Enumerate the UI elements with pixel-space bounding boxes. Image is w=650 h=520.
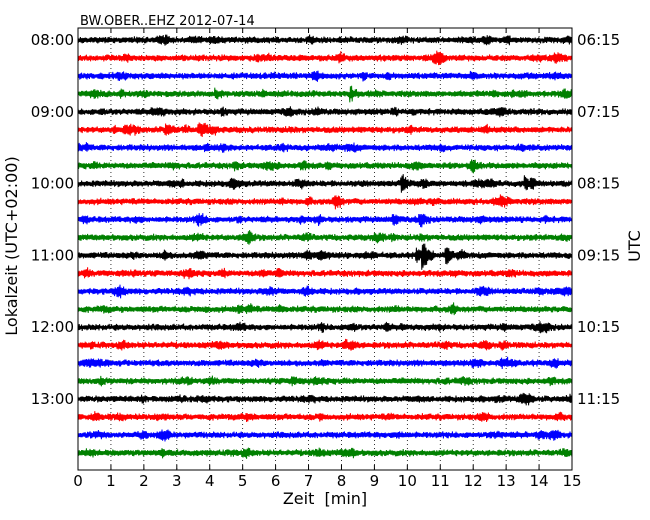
x-tick-label: 11 <box>431 472 450 490</box>
y-axis-labels: 08:00 09:00 10:00 11:00 12:00 13:00 06:15 07:15… <box>31 31 620 408</box>
trace-line <box>77 267 573 280</box>
x-tick-label: 13 <box>497 472 516 490</box>
chart-title: BW.OBER..EHZ 2012-07-14 <box>80 14 255 29</box>
x-tick-label: 4 <box>205 472 215 490</box>
trace-line <box>77 411 573 423</box>
trace-line <box>77 338 573 351</box>
trace-line <box>77 122 573 138</box>
trace-line <box>77 34 573 46</box>
plot-frame <box>77 27 573 471</box>
trace-line <box>77 356 573 370</box>
x-tick-label: 15 <box>562 472 581 490</box>
trace-line <box>77 284 573 299</box>
x-tick-label: 9 <box>370 472 380 490</box>
x-tick-label: 8 <box>337 472 347 490</box>
y-axis-label-right: UTC <box>625 230 644 262</box>
x-tick-label: 0 <box>73 472 83 490</box>
left-time-label: 09:00 <box>31 103 74 121</box>
left-time-label: 11:00 <box>31 246 74 264</box>
trace-line <box>77 243 573 270</box>
x-tick-label: 14 <box>530 472 549 490</box>
trace-line <box>77 194 573 210</box>
left-time-label: 08:00 <box>31 31 74 49</box>
trace-line <box>77 429 573 442</box>
x-tick-label: 6 <box>271 472 281 490</box>
right-time-label: 10:15 <box>577 318 620 336</box>
x-tick-label: 10 <box>398 472 417 490</box>
y-axis-label-left: Lokalzeit (UTC+02:00) <box>2 156 21 335</box>
trace-line <box>77 70 573 82</box>
right-time-label: 06:15 <box>577 31 620 49</box>
trace-line <box>77 106 573 118</box>
trace-line <box>77 447 573 459</box>
trace-line <box>77 302 573 316</box>
left-time-label: 10:00 <box>31 175 74 193</box>
trace-line <box>77 50 573 66</box>
trace-line <box>77 85 573 103</box>
trace-line <box>77 159 573 174</box>
right-time-label: 07:15 <box>577 103 620 121</box>
left-time-label: 12:00 <box>31 318 74 336</box>
trace-line <box>77 375 573 387</box>
x-tick-label: 2 <box>139 472 149 490</box>
trace-line <box>77 321 573 334</box>
trace-line <box>77 142 573 153</box>
x-tick-label: 7 <box>304 472 314 490</box>
x-tick-label: 3 <box>172 472 182 490</box>
right-time-label: 08:15 <box>577 175 620 193</box>
right-time-label: 09:15 <box>577 246 620 264</box>
right-time-label: 11:15 <box>577 390 620 408</box>
left-time-label: 13:00 <box>31 390 74 408</box>
x-tick-label: 5 <box>238 472 248 490</box>
trace-line <box>77 230 573 245</box>
traces-group <box>77 34 573 459</box>
trace-line <box>77 213 573 228</box>
trace-line <box>77 174 573 193</box>
x-tick-label: 1 <box>106 472 116 490</box>
x-axis-label: Zeit [min] <box>283 489 367 508</box>
trace-line <box>77 392 573 406</box>
x-axis-ticks: 0 1 2 3 4 5 6 7 8 9 10 11 12 13 14 15 <box>73 28 582 490</box>
x-tick-label: 12 <box>464 472 483 490</box>
